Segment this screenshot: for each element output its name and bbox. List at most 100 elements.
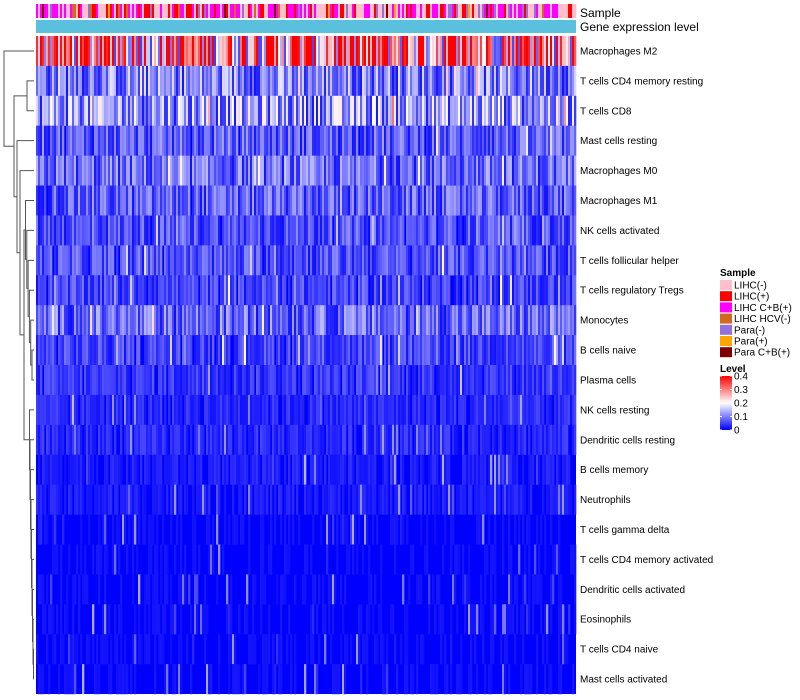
heatmap-cell (264, 454, 267, 485)
heatmap-cell (214, 36, 217, 67)
heatmap-cell (262, 185, 265, 216)
heatmap-cell (430, 245, 433, 276)
heatmap-cell (140, 185, 143, 216)
heatmap-cell (388, 185, 391, 216)
heatmap-cell (232, 95, 235, 126)
heatmap-cell (116, 335, 119, 366)
heatmap-cell (386, 335, 389, 366)
heatmap-cell (252, 335, 255, 366)
heatmap-cell (232, 245, 235, 276)
heatmap-cell (178, 394, 181, 426)
heatmap-cell (104, 484, 107, 515)
heatmap-cell (194, 574, 197, 605)
heatmap-cell (442, 95, 445, 126)
heatmap-cell (86, 484, 89, 515)
heatmap-cell (360, 664, 363, 695)
sample-cell (184, 4, 187, 18)
sample-cell (302, 4, 305, 18)
heatmap-cell (284, 215, 287, 246)
heatmap-cell (242, 245, 245, 276)
heatmap-cell (462, 245, 465, 276)
heatmap-cell (78, 95, 81, 126)
heatmap-cell (368, 245, 371, 276)
heatmap-cell (422, 65, 425, 97)
heatmap-cell (234, 215, 237, 246)
heatmap-cell (200, 335, 203, 366)
heatmap-cell (368, 544, 371, 575)
heatmap-cell (156, 574, 159, 605)
sample-cell (68, 4, 71, 18)
sample-cell (520, 4, 523, 18)
heatmap-cell (410, 95, 413, 126)
heatmap-cell (44, 394, 47, 426)
heatmap-cell (234, 394, 237, 426)
heatmap-cell (322, 215, 325, 246)
heatmap-cell (328, 36, 331, 67)
heatmap-cell (130, 424, 133, 455)
sample-cell (462, 4, 465, 18)
heatmap-cell (304, 36, 307, 67)
heatmap-cell (552, 245, 555, 276)
heatmap-cell (458, 335, 461, 366)
heatmap-cell (464, 155, 467, 186)
heatmap-cell (508, 424, 511, 455)
heatmap-cell (86, 305, 89, 336)
heatmap-cell (268, 155, 271, 186)
heatmap-cell (212, 215, 215, 246)
heatmap-cell (426, 155, 429, 186)
heatmap-cell (218, 544, 221, 575)
heatmap-cell (470, 335, 473, 366)
heatmap-cell (172, 36, 175, 67)
heatmap-cell (502, 125, 505, 156)
heatmap-cell (162, 275, 165, 306)
heatmap-cell (496, 215, 499, 246)
heatmap-cell (182, 125, 185, 156)
heatmap-cell (392, 514, 395, 545)
heatmap-cell (484, 454, 487, 485)
heatmap-row (36, 424, 577, 455)
heatmap-cell (366, 634, 369, 665)
heatmap-cell (194, 185, 197, 216)
heatmap-cell (92, 185, 95, 216)
heatmap-cell (56, 544, 59, 575)
heatmap-cell (326, 125, 329, 156)
heatmap-cell (164, 185, 167, 216)
heatmap-cell (184, 484, 187, 515)
heatmap-cell (234, 155, 237, 186)
heatmap-cell (246, 65, 249, 97)
heatmap-cell (308, 394, 311, 426)
heatmap-cell (440, 604, 443, 635)
heatmap-cell (442, 215, 445, 246)
sample-cell (270, 4, 273, 18)
heatmap-cell (572, 305, 575, 336)
heatmap-cell (164, 424, 167, 455)
heatmap-cell (272, 275, 275, 306)
heatmap-cell (238, 65, 241, 97)
heatmap-cell (472, 125, 475, 156)
heatmap-cell (164, 335, 167, 366)
heatmap-cell (550, 245, 553, 276)
heatmap-cell (348, 335, 351, 366)
heatmap-cell (36, 65, 39, 97)
heatmap-cell (500, 36, 503, 67)
heatmap-cell (286, 36, 289, 67)
heatmap-cell (178, 245, 181, 276)
heatmap-cell (536, 275, 539, 306)
heatmap-cell (256, 394, 259, 426)
heatmap-cell (118, 65, 121, 97)
heatmap-cell (38, 335, 41, 366)
heatmap-cell (190, 424, 193, 455)
heatmap-cell (120, 65, 123, 97)
heatmap-cell (130, 65, 133, 97)
heatmap-cell (350, 514, 353, 545)
heatmap-cell (114, 394, 117, 426)
heatmap-cell (568, 245, 571, 276)
heatmap-cell (66, 215, 69, 246)
heatmap-cell (424, 185, 427, 216)
heatmap-cell (46, 335, 49, 366)
heatmap-cell (446, 394, 449, 426)
heatmap-cell (326, 65, 329, 97)
heatmap-cell (276, 95, 279, 126)
heatmap-cell (560, 125, 563, 156)
heatmap-cell (264, 95, 267, 126)
